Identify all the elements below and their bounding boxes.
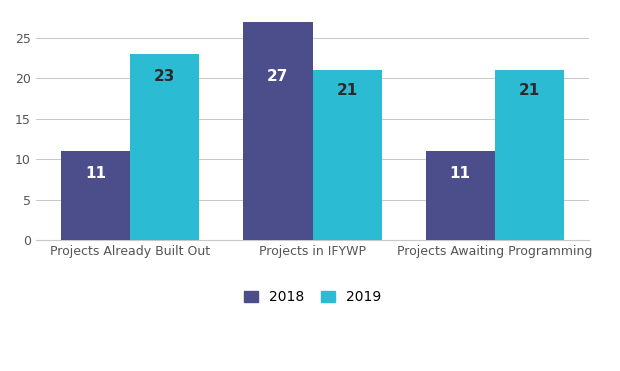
Bar — [495, 70, 564, 240]
Text: 23: 23 — [154, 69, 175, 84]
Text: 27: 27 — [267, 69, 288, 84]
Text: 21: 21 — [519, 83, 540, 98]
Bar — [312, 70, 382, 240]
Bar — [61, 151, 130, 240]
Text: 21: 21 — [337, 83, 358, 98]
Text: 11: 11 — [85, 166, 106, 181]
Text: 11: 11 — [450, 166, 471, 181]
Bar — [130, 54, 200, 240]
Bar — [425, 151, 495, 240]
Legend: 2018, 2019: 2018, 2019 — [237, 283, 388, 311]
Bar — [243, 22, 312, 240]
